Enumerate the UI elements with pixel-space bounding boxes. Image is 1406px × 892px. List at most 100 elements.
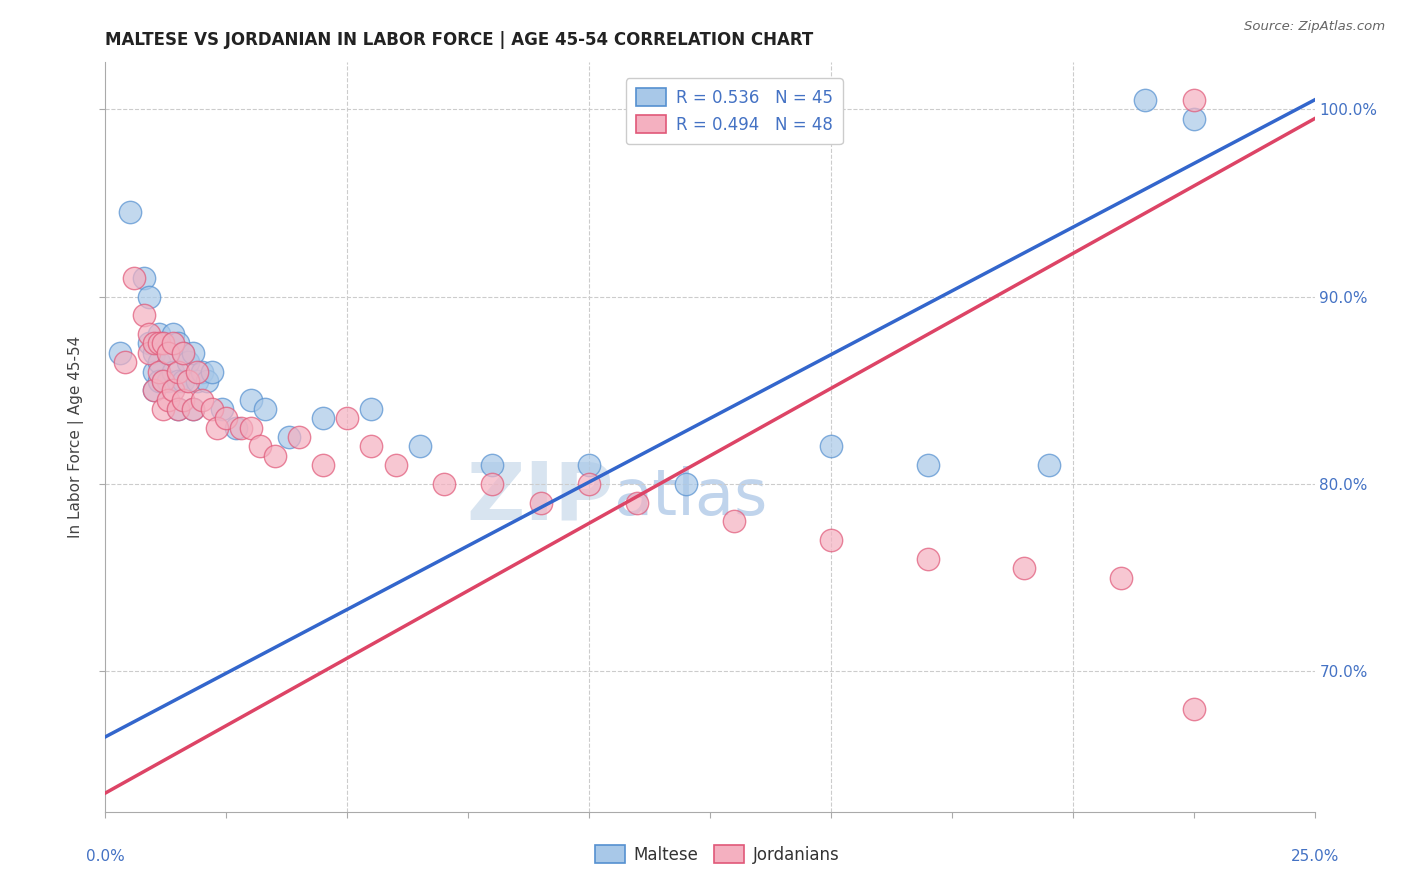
Point <box>157 392 180 407</box>
Text: MALTESE VS JORDANIAN IN LABOR FORCE | AGE 45-54 CORRELATION CHART: MALTESE VS JORDANIAN IN LABOR FORCE | AG… <box>105 31 814 49</box>
Point <box>148 364 170 378</box>
Point <box>148 326 170 341</box>
Point <box>138 289 160 303</box>
Point <box>191 364 214 378</box>
Point <box>142 336 165 351</box>
Point <box>675 476 697 491</box>
Point <box>152 336 174 351</box>
Point <box>433 476 456 491</box>
Point <box>167 374 190 388</box>
Point <box>481 458 503 472</box>
Point <box>1135 93 1157 107</box>
Point <box>167 336 190 351</box>
Point <box>312 411 335 425</box>
Point <box>152 374 174 388</box>
Point <box>167 401 190 416</box>
Point <box>384 458 406 472</box>
Point <box>578 476 600 491</box>
Point <box>917 458 939 472</box>
Point <box>134 270 156 285</box>
Point <box>118 205 141 219</box>
Point <box>1038 458 1060 472</box>
Point <box>186 364 208 378</box>
Point <box>181 345 204 359</box>
Point <box>124 270 146 285</box>
Text: 25.0%: 25.0% <box>1291 849 1339 863</box>
Point <box>162 336 184 351</box>
Point <box>1182 701 1205 715</box>
Point <box>152 401 174 416</box>
Point <box>142 364 165 378</box>
Point <box>172 345 194 359</box>
Point <box>157 374 180 388</box>
Point <box>152 374 174 388</box>
Point <box>723 514 745 528</box>
Point <box>278 430 301 444</box>
Point <box>211 401 233 416</box>
Point <box>530 495 553 509</box>
Point <box>186 374 208 388</box>
Point <box>1014 561 1036 575</box>
Point <box>176 374 198 388</box>
Point <box>167 401 190 416</box>
Point <box>142 383 165 397</box>
Point <box>152 336 174 351</box>
Point <box>578 458 600 472</box>
Point <box>167 364 190 378</box>
Point <box>181 401 204 416</box>
Point <box>626 495 648 509</box>
Point <box>138 326 160 341</box>
Point <box>148 374 170 388</box>
Point <box>254 401 277 416</box>
Point <box>239 392 262 407</box>
Point <box>157 345 180 359</box>
Point <box>225 420 247 434</box>
Point <box>360 439 382 453</box>
Point <box>176 355 198 369</box>
Point <box>288 430 311 444</box>
Point <box>138 336 160 351</box>
Point <box>312 458 335 472</box>
Point <box>1182 112 1205 126</box>
Point <box>162 383 184 397</box>
Point <box>201 364 224 378</box>
Point <box>191 392 214 407</box>
Point <box>820 533 842 547</box>
Point <box>172 345 194 359</box>
Point <box>142 383 165 397</box>
Text: 0.0%: 0.0% <box>86 849 125 863</box>
Point <box>481 476 503 491</box>
Point <box>820 439 842 453</box>
Point <box>201 401 224 416</box>
Point <box>108 345 131 359</box>
Legend: R = 0.536   N = 45, R = 0.494   N = 48: R = 0.536 N = 45, R = 0.494 N = 48 <box>626 78 842 144</box>
Point <box>1109 571 1132 585</box>
Text: atlas: atlas <box>613 466 768 528</box>
Point <box>195 374 218 388</box>
Y-axis label: In Labor Force | Age 45-54: In Labor Force | Age 45-54 <box>67 336 84 538</box>
Point <box>1182 93 1205 107</box>
Point <box>336 411 359 425</box>
Point <box>172 374 194 388</box>
Point <box>172 392 194 407</box>
Point <box>148 336 170 351</box>
Legend: Maltese, Jordanians: Maltese, Jordanians <box>588 838 846 871</box>
Point <box>409 439 432 453</box>
Point <box>263 449 285 463</box>
Point <box>138 345 160 359</box>
Text: ZIP: ZIP <box>465 458 613 536</box>
Point <box>114 355 136 369</box>
Point <box>249 439 271 453</box>
Point <box>157 345 180 359</box>
Text: Source: ZipAtlas.com: Source: ZipAtlas.com <box>1244 20 1385 33</box>
Point <box>142 345 165 359</box>
Point <box>162 326 184 341</box>
Point <box>134 308 156 322</box>
Point <box>229 420 252 434</box>
Point <box>215 411 238 425</box>
Point <box>917 551 939 566</box>
Point <box>239 420 262 434</box>
Point <box>162 364 184 378</box>
Point <box>205 420 228 434</box>
Point <box>148 355 170 369</box>
